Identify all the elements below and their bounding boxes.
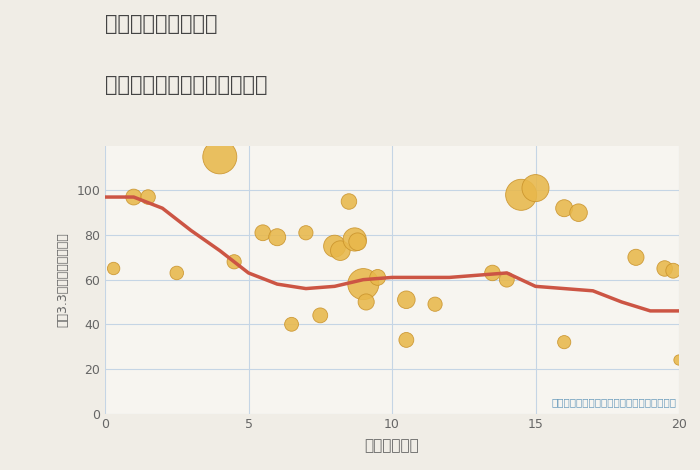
Point xyxy=(559,338,570,346)
Point xyxy=(128,193,139,201)
Point xyxy=(360,298,372,306)
Point xyxy=(530,184,541,192)
Text: 岐阜県関市平賀町の: 岐阜県関市平賀町の xyxy=(105,14,218,34)
Point xyxy=(673,356,685,364)
Point xyxy=(668,267,679,274)
Point xyxy=(358,280,369,288)
Point xyxy=(400,296,412,304)
Point xyxy=(329,243,340,250)
Point xyxy=(349,236,360,243)
Point xyxy=(352,238,363,245)
Point xyxy=(171,269,182,277)
Point xyxy=(108,265,119,272)
Point xyxy=(430,300,441,308)
X-axis label: 駅距離（分）: 駅距離（分） xyxy=(365,439,419,454)
Point xyxy=(487,269,498,277)
Point xyxy=(631,254,642,261)
Point xyxy=(501,276,512,283)
Point xyxy=(286,321,297,328)
Point xyxy=(400,336,412,344)
Point xyxy=(659,265,671,272)
Point xyxy=(272,234,283,241)
Point xyxy=(573,209,584,216)
Y-axis label: 坪（3.3㎡）単価（万円）: 坪（3.3㎡）単価（万円） xyxy=(56,232,69,327)
Text: 円の大きさは、取引のあった物件面積を示す: 円の大きさは、取引のあった物件面積を示す xyxy=(551,397,676,407)
Point xyxy=(214,153,225,161)
Point xyxy=(258,229,269,236)
Point xyxy=(559,204,570,212)
Point xyxy=(143,193,154,201)
Point xyxy=(372,274,384,281)
Point xyxy=(516,191,527,198)
Point xyxy=(344,198,355,205)
Point xyxy=(335,247,346,254)
Point xyxy=(228,258,239,266)
Point xyxy=(315,312,326,319)
Point xyxy=(300,229,312,236)
Text: 駅距離別中古マンション価格: 駅距離別中古マンション価格 xyxy=(105,75,267,95)
